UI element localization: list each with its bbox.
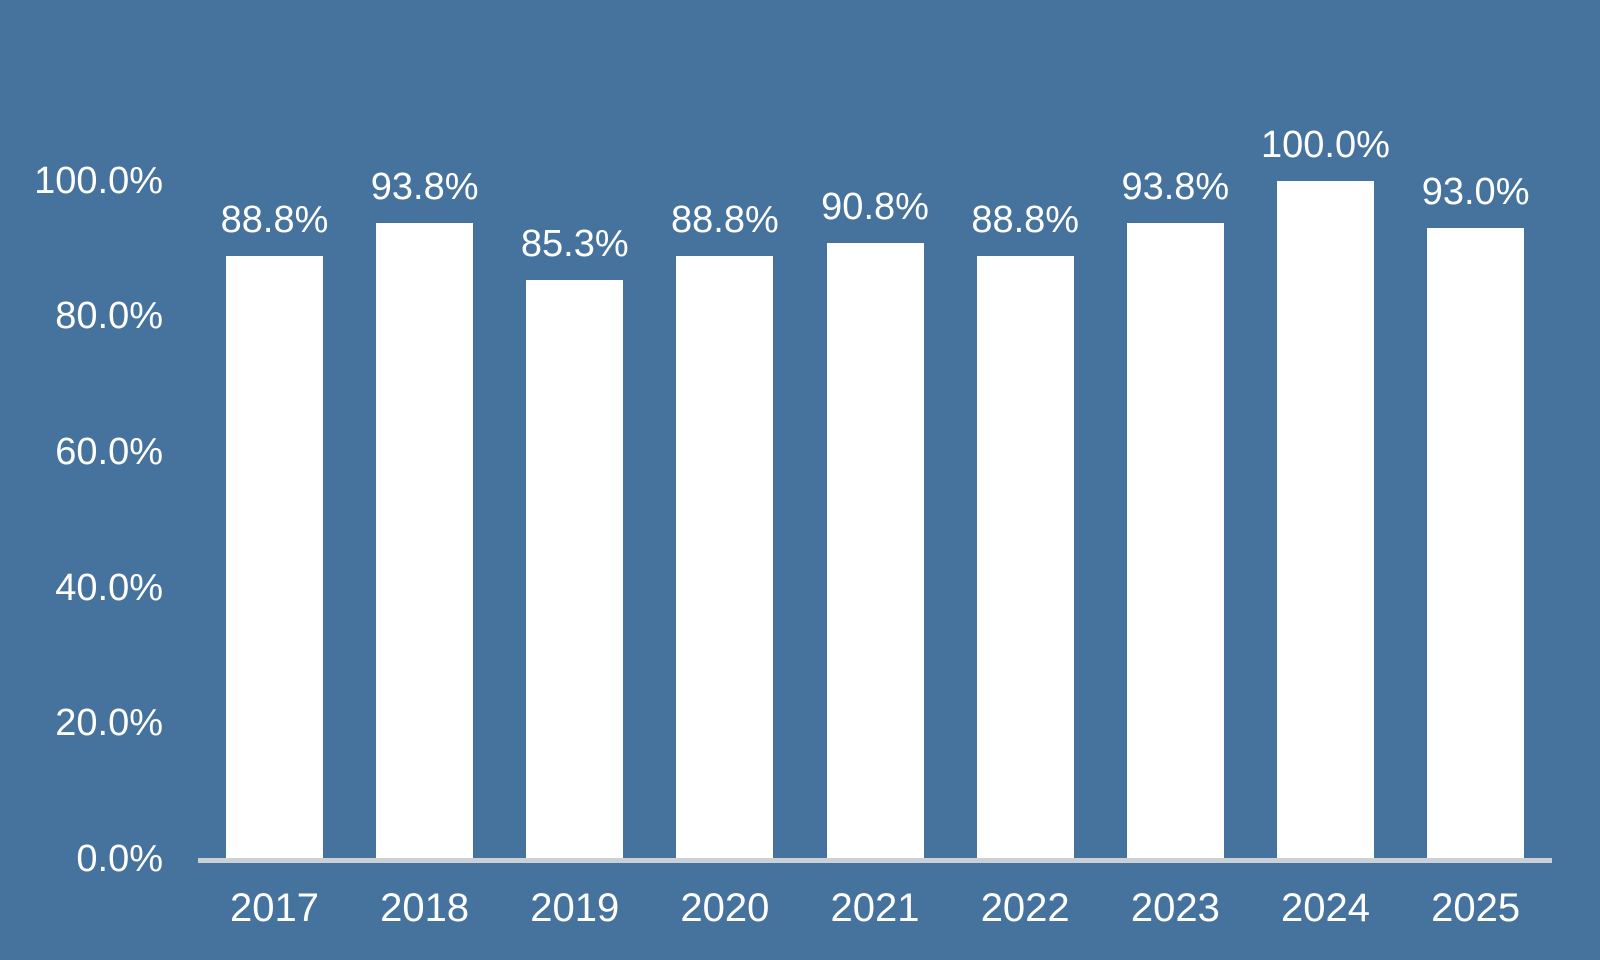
bar-2023	[1126, 222, 1224, 858]
x-axis-year-label: 2022	[980, 886, 1070, 930]
bar-2021	[826, 242, 924, 858]
y-axis-tick-label: 80.0%	[55, 295, 163, 338]
bar-2017	[226, 256, 323, 858]
bar-value-label: 93.8%	[370, 165, 479, 208]
y-axis-tick-label: 20.0%	[55, 702, 163, 745]
bar-value-label: 88.8%	[671, 199, 779, 242]
bar-value-label: 88.8%	[971, 199, 1080, 242]
bar-2022	[976, 256, 1074, 858]
bar-2025	[1427, 227, 1525, 858]
y-axis-tick-label: 40.0%	[55, 566, 163, 609]
y-axis-tick-label: 60.0%	[55, 430, 163, 473]
bar-value-label: 100.0%	[1261, 123, 1390, 166]
bar-2020	[676, 256, 774, 858]
x-axis-year-label: 2021	[830, 886, 920, 930]
bar-value-label: 90.8%	[821, 185, 929, 228]
x-axis-year-label: 2023	[1130, 886, 1220, 930]
x-axis-year-label: 2018	[380, 886, 470, 930]
y-axis-tick-label: 100.0%	[34, 159, 163, 202]
bar-2019	[526, 280, 624, 858]
bar-value-label: 85.3%	[520, 223, 629, 266]
x-axis-year-label: 2024	[1280, 886, 1370, 930]
x-axis-year-label: 2020	[680, 886, 770, 930]
bar-value-label: 88.8%	[220, 199, 329, 242]
x-axis-year-label: 2019	[530, 886, 620, 930]
y-axis-tick-label: 0.0%	[76, 838, 163, 880]
x-axis-line	[198, 858, 1552, 863]
bar-value-label: 93.0%	[1421, 170, 1530, 213]
x-axis-year-label: 2025	[1431, 886, 1521, 930]
x-axis-year-label: 2017	[230, 886, 319, 930]
bar-2024	[1276, 180, 1374, 858]
bar-2018	[376, 222, 474, 858]
bar-value-label: 93.8%	[1121, 165, 1230, 208]
